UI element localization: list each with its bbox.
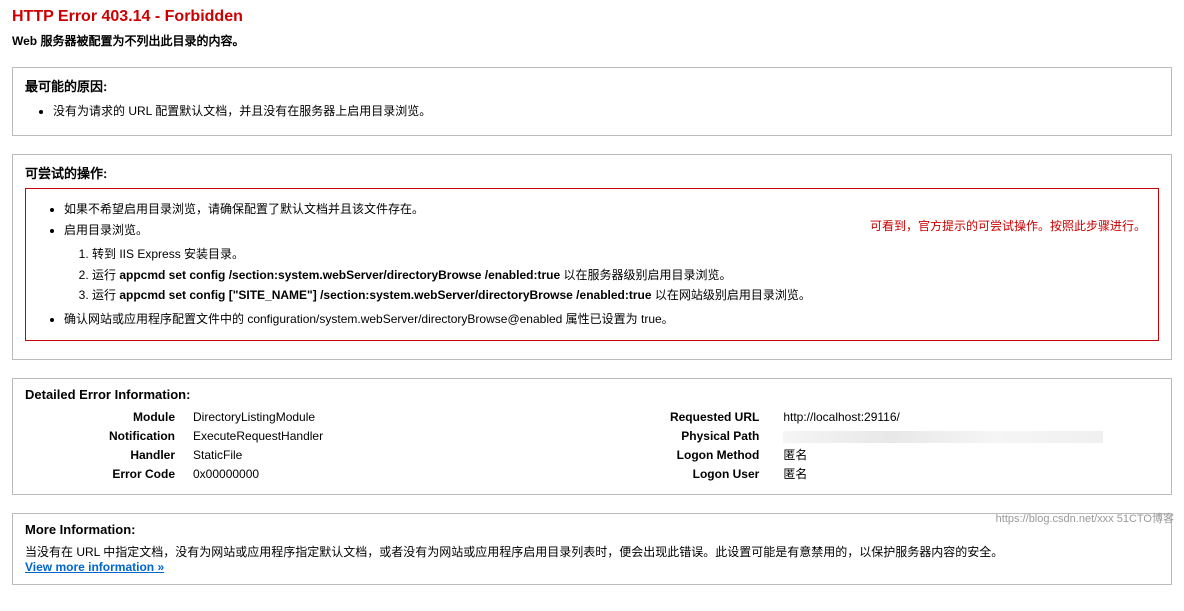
page-subtitle: Web 服务器被配置为不列出此目录的内容。 xyxy=(12,32,1172,49)
actions-heading: 可尝试的操作: xyxy=(25,163,1159,182)
details-section: Detailed Error Information: ModuleDirect… xyxy=(12,378,1172,496)
page-title: HTTP Error 403.14 - Forbidden xyxy=(12,8,1172,26)
logonmethod-value: 匿名 xyxy=(759,446,807,465)
path-label: Physical Path xyxy=(609,427,759,446)
logonuser-value: 匿名 xyxy=(759,465,807,484)
handler-label: Handler xyxy=(25,446,175,465)
path-value xyxy=(759,427,1103,446)
logonuser-label: Logon User xyxy=(609,465,759,484)
details-heading: Detailed Error Information: xyxy=(25,387,1159,402)
handler-value: StaticFile xyxy=(175,446,242,465)
notification-value: ExecuteRequestHandler xyxy=(175,427,323,446)
errorcode-value: 0x00000000 xyxy=(175,465,259,484)
logonmethod-label: Logon Method xyxy=(609,446,759,465)
url-value: http://localhost:29116/ xyxy=(759,408,900,427)
module-value: DirectoryListingModule xyxy=(175,408,315,427)
action-step-3: 运行 appcmd set config ["SITE_NAME"] /sect… xyxy=(92,285,1148,305)
url-label: Requested URL xyxy=(609,408,759,427)
watermark: https://blog.csdn.net/xxx 51CTO博客 xyxy=(996,510,1174,526)
more-text: 当没有在 URL 中指定文档，没有为网站或应用程序指定默认文档，或者没有为网站或… xyxy=(25,543,1159,560)
module-label: Module xyxy=(25,408,175,427)
cause-item: 没有为请求的 URL 配置默认文档，并且没有在服务器上启用目录浏览。 xyxy=(53,101,1159,121)
action-step-2: 运行 appcmd set config /section:system.web… xyxy=(92,265,1148,285)
actions-highlight-box: 可看到，官方提示的可尝试操作。按照此步骤进行。 如果不希望启用目录浏览，请确保配… xyxy=(25,188,1159,340)
actions-annotation: 可看到，官方提示的可尝试操作。按照此步骤进行。 xyxy=(870,217,1146,234)
errorcode-label: Error Code xyxy=(25,465,175,484)
action-step-1: 转到 IIS Express 安装目录。 xyxy=(92,244,1148,264)
causes-section: 最可能的原因: 没有为请求的 URL 配置默认文档，并且没有在服务器上启用目录浏… xyxy=(12,67,1172,136)
cmd-site: appcmd set config ["SITE_NAME"] /section… xyxy=(119,288,651,302)
view-more-link[interactable]: View more information » xyxy=(25,560,164,574)
action-bullet-3: 确认网站或应用程序配置文件中的 configuration/system.web… xyxy=(64,309,1148,329)
cmd-server: appcmd set config /section:system.webSer… xyxy=(119,268,560,282)
causes-heading: 最可能的原因: xyxy=(25,76,1159,95)
notification-label: Notification xyxy=(25,427,175,446)
actions-section: 可尝试的操作: 可看到，官方提示的可尝试操作。按照此步骤进行。 如果不希望启用目… xyxy=(12,154,1172,359)
